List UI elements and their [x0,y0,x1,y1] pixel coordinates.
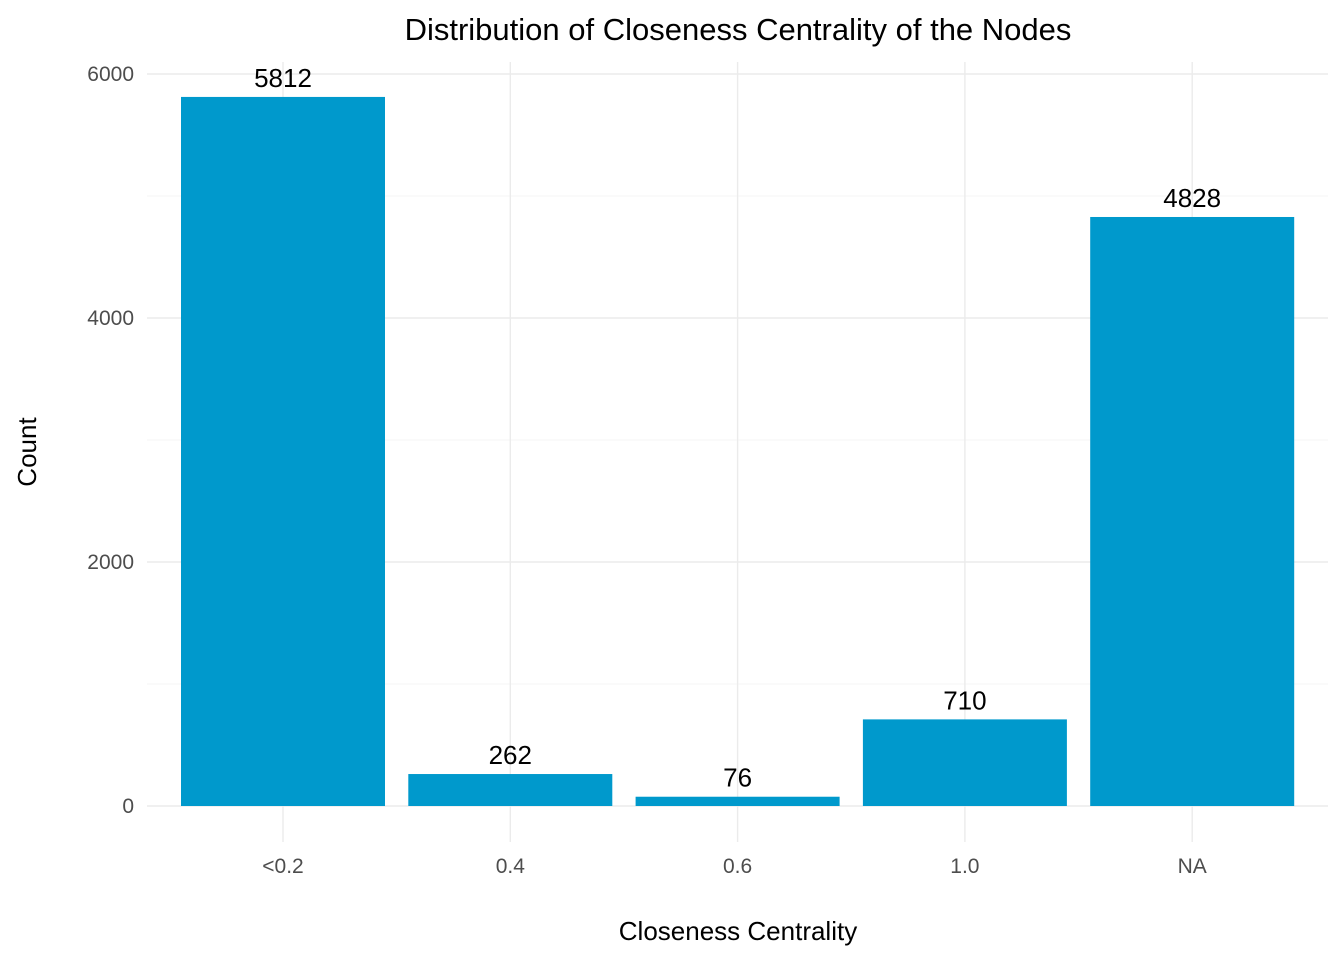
x-tick-label: 0.4 [496,855,526,878]
bar-value-label: 4828 [1163,183,1221,213]
bar-value-label: 76 [723,763,752,793]
x-tick-label: 1.0 [950,855,979,878]
y-axis-tick-labels: 0 2000 4000 6000 [87,63,134,818]
x-tick-label: NA [1178,855,1207,878]
bar [635,796,840,806]
data-labels-layer: 5812 262 76 710 4828 [254,63,1221,793]
y-tick-label: 4000 [87,307,134,330]
bar [181,96,385,807]
bar-value-label: 262 [489,740,532,770]
y-tick-label: 0 [122,795,134,818]
bar [1090,216,1295,806]
bar-value-label: 5812 [254,63,312,93]
bar-value-label: 710 [943,685,986,715]
bar [408,774,613,806]
bars-layer [181,96,1295,807]
x-axis-title: Closeness Centrality [619,916,857,946]
chart-title: Distribution of Closeness Centrality of … [405,12,1072,47]
y-axis-title: Count [12,417,42,487]
y-tick-label: 2000 [87,551,134,574]
x-tick-label: <0.2 [262,855,303,878]
bar [862,719,1067,806]
x-tick-label: 0.6 [723,855,752,878]
y-tick-label: 6000 [87,63,134,86]
x-axis-tick-labels: <0.2 0.4 0.6 1.0 NA [262,855,1207,878]
